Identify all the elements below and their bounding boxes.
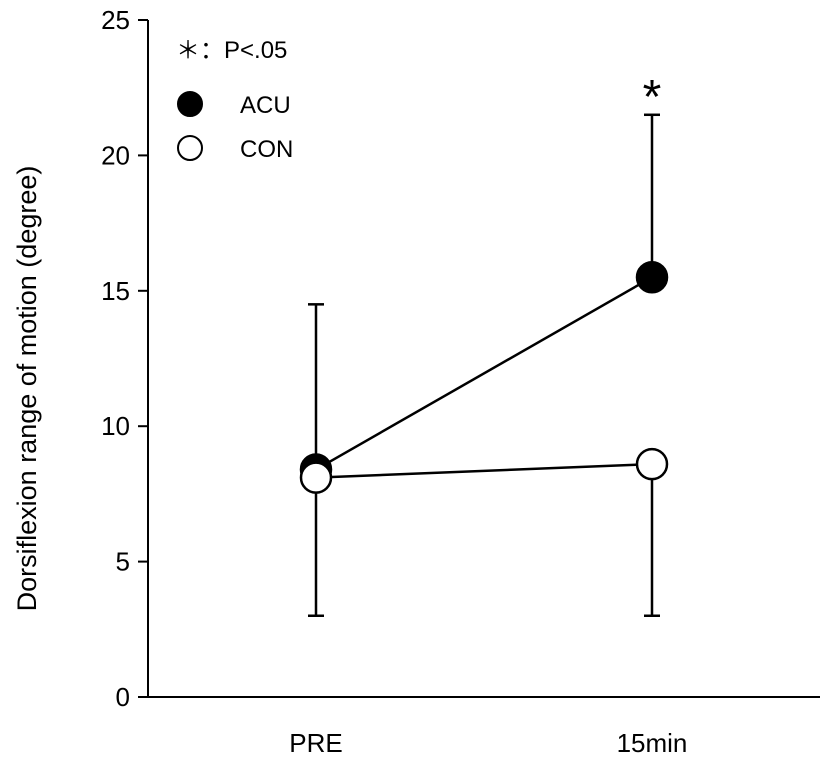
y-tick-label: 5 bbox=[116, 547, 130, 577]
data-points bbox=[299, 261, 669, 494]
y-tick-label: 15 bbox=[101, 276, 130, 306]
error-bars bbox=[308, 113, 660, 618]
x-ticks: PRE 15min bbox=[289, 728, 687, 758]
legend-con-label: CON bbox=[240, 136, 293, 163]
series-lines bbox=[315, 276, 653, 479]
significance-legend-label: ：P<.05 bbox=[200, 37, 287, 64]
legend: ＊ ：P<.05 ACU CON bbox=[176, 37, 293, 163]
y-tick-label: 0 bbox=[116, 682, 130, 712]
legend-acu-marker bbox=[177, 91, 203, 117]
x-tick-label: PRE bbox=[289, 728, 342, 758]
significance-legend-symbol: ＊ bbox=[176, 37, 200, 64]
data-point-con bbox=[635, 447, 669, 481]
series-line-con bbox=[315, 462, 653, 479]
y-tick-label: 20 bbox=[101, 140, 130, 170]
axes bbox=[147, 20, 820, 698]
legend-con-marker bbox=[177, 135, 203, 161]
legend-acu-label: ACU bbox=[240, 92, 291, 119]
y-tick-label: 25 bbox=[101, 5, 130, 35]
y-axis-label: Dorsiflexion range of motion (degree) bbox=[12, 166, 42, 612]
data-point-con bbox=[299, 461, 333, 494]
y-ticks: 0 5 10 15 20 25 bbox=[101, 5, 148, 712]
series-line-acu bbox=[315, 276, 653, 471]
x-tick-label: 15min bbox=[617, 728, 688, 758]
y-tick-label: 10 bbox=[101, 411, 130, 441]
significance-star: * bbox=[643, 71, 662, 124]
data-point-acu bbox=[635, 261, 669, 294]
